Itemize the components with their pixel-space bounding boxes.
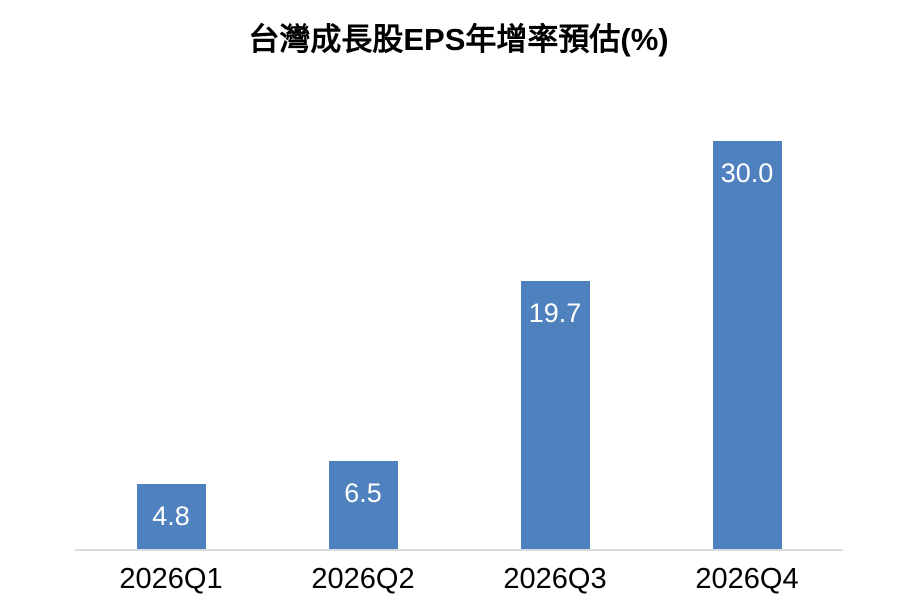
bars-row: 4.8 6.5 19.7 30.0: [75, 120, 843, 549]
bar-chart-plot-area: 4.8 6.5 19.7 30.0: [75, 120, 843, 549]
x-axis-label-2026Q3: 2026Q3: [503, 563, 607, 595]
bar-slot-2026Q3: 19.7: [459, 120, 651, 549]
x-axis-label-2026Q2: 2026Q2: [311, 563, 415, 595]
bar-value-label: 30.0: [720, 158, 774, 188]
x-axis-line: [75, 549, 843, 551]
x-axis-labels: 2026Q1 2026Q2 2026Q3 2026Q4: [75, 563, 843, 596]
bar-2026Q4: 30.0: [712, 141, 782, 549]
bar-slot-2026Q4: 30.0: [651, 120, 843, 549]
bar-2026Q1: 4.8: [136, 484, 206, 549]
bar-2026Q3: 19.7: [520, 281, 590, 549]
chart-title-banner: 台灣成長股EPS年增率預估(%): [12, 10, 905, 62]
x-axis-label-2026Q1: 2026Q1: [119, 563, 223, 595]
bar-value-label: 4.8: [152, 501, 190, 531]
bar-slot-2026Q1: 4.8: [75, 120, 267, 549]
bar-value-label: 19.7: [528, 298, 582, 328]
x-axis-label-2026Q4: 2026Q4: [695, 563, 799, 595]
bar-2026Q2: 6.5: [328, 461, 398, 549]
bar-slot-2026Q2: 6.5: [267, 120, 459, 549]
chart-title: 台灣成長股EPS年增率預估(%): [248, 21, 669, 57]
bar-value-label: 6.5: [344, 478, 382, 508]
